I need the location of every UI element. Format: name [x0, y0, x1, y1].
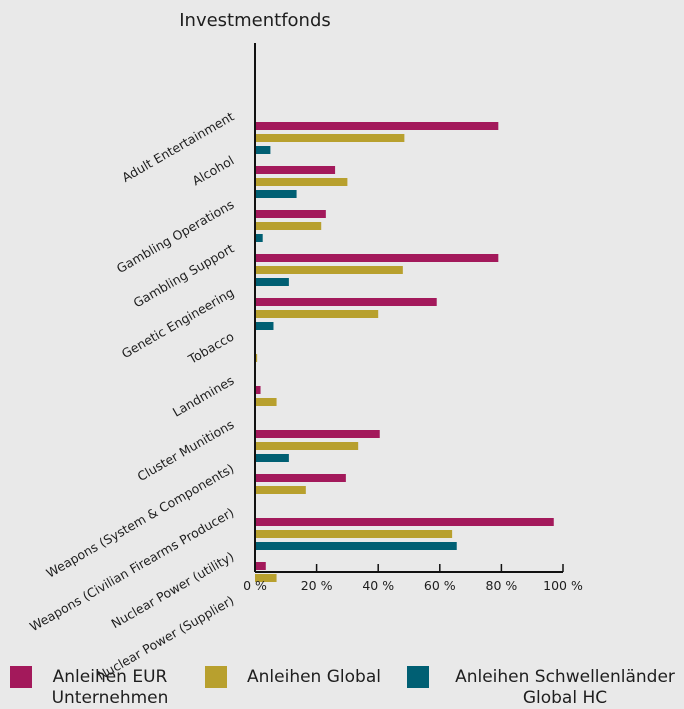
bar — [255, 574, 277, 582]
legend-swatch — [205, 666, 227, 688]
bar — [255, 562, 266, 570]
x-tick-label: 100 % — [543, 578, 583, 593]
bar — [255, 322, 274, 330]
bars-group — [255, 90, 554, 582]
legend-label: Unternehmen — [52, 688, 169, 708]
bar — [255, 354, 258, 362]
bar — [255, 442, 359, 450]
bar — [255, 486, 306, 494]
x-tick-label: 80 % — [486, 578, 518, 593]
bar — [255, 178, 348, 186]
bar — [255, 454, 289, 462]
bar — [255, 266, 403, 274]
x-tick-label: 60 % — [424, 578, 456, 593]
bar — [255, 518, 554, 526]
category-label: Nuclear Power (utility) — [108, 549, 236, 632]
bar — [255, 234, 263, 242]
x-tick-label: 20 % — [301, 578, 333, 593]
bar — [255, 222, 322, 230]
bar — [255, 398, 277, 406]
bar — [255, 530, 453, 538]
bar — [255, 146, 271, 154]
legend-swatch — [407, 666, 429, 688]
bar — [255, 386, 261, 394]
legend-label: Anleihen EUR — [53, 667, 168, 687]
legend-label: Global HC — [523, 688, 607, 708]
legend-label: Anleihen Global — [247, 667, 381, 687]
bar — [255, 122, 499, 130]
category-label: Alcohol — [190, 153, 237, 189]
bar — [255, 278, 289, 286]
chart-title: Investmentfonds — [179, 10, 331, 31]
category-label: Tobacco — [185, 329, 237, 368]
bar — [255, 190, 297, 198]
bar — [255, 134, 405, 142]
bar — [255, 166, 336, 174]
bar — [255, 542, 457, 550]
category-label: Landmines — [170, 373, 237, 420]
bar — [255, 298, 437, 306]
x-tick-label: 0 % — [243, 578, 267, 593]
legend-label: Anleihen Schwellenländer — [455, 667, 675, 687]
bar — [255, 474, 346, 482]
bar — [255, 254, 499, 262]
legend-swatch — [10, 666, 32, 688]
bar — [255, 430, 380, 438]
x-axis-ticks: 0 % 20 % 40 % 60 % 80 % 100 % — [243, 564, 583, 593]
x-tick-label: 40 % — [362, 578, 394, 593]
bar — [255, 310, 379, 318]
bar — [255, 210, 326, 218]
